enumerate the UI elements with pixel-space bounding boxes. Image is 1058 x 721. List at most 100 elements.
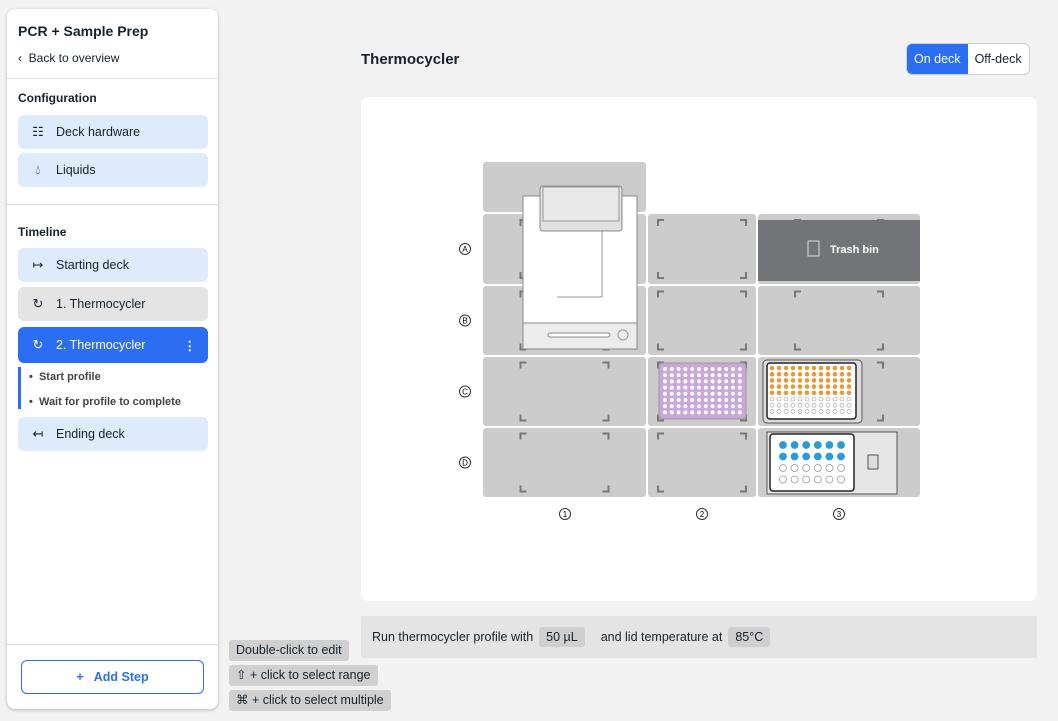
- well: [783, 365, 789, 371]
- well: [731, 385, 735, 390]
- slot-corner-marks: [657, 361, 747, 422]
- sidebar: PCR + Sample Prep ‹ Back to overview Con…: [7, 9, 218, 709]
- well: [697, 379, 701, 384]
- tube-well: [802, 475, 811, 484]
- on-deck-toggle[interactable]: On deck: [907, 44, 968, 74]
- well: [832, 371, 838, 377]
- tube-well: [779, 452, 787, 461]
- row-label-circle: [459, 385, 471, 398]
- substep-item[interactable]: • Wait for profile to complete: [29, 396, 181, 408]
- well: [832, 365, 838, 371]
- row-label-circle: [459, 456, 471, 469]
- timeline-item-thermocycler-1[interactable]: ↻ 1. Thermocycler: [18, 287, 208, 321]
- tube-well: [837, 464, 845, 472]
- well: [669, 391, 674, 396]
- well: [724, 373, 729, 378]
- back-to-overview-link[interactable]: ‹ Back to overview: [18, 51, 120, 65]
- well: [683, 373, 688, 378]
- well: [703, 367, 708, 371]
- configuration-heading: Configuration: [18, 91, 97, 105]
- tube-well: [779, 475, 787, 484]
- well: [724, 391, 729, 396]
- deck-hardware-button[interactable]: ☷ Deck hardware: [18, 115, 208, 149]
- well: [697, 404, 701, 409]
- liquids-button[interactable]: 💧︎ Liquids: [18, 153, 208, 187]
- deck-map: A B C D 1 2 3 Trash bin: [459, 162, 920, 520]
- column-label: 3: [837, 510, 842, 519]
- well: [724, 398, 729, 402]
- well: [783, 384, 789, 389]
- tube-well: [790, 464, 799, 472]
- timeline-item-thermocycler-2[interactable]: ↻ 2. Thermocycler ⋮: [18, 327, 208, 363]
- well: [797, 390, 803, 396]
- arrow-left-bar-icon: ↤: [32, 426, 44, 441]
- off-deck-toggle[interactable]: Off-deck: [974, 52, 1022, 66]
- well: [769, 396, 775, 402]
- well: [832, 409, 838, 414]
- well: [797, 409, 803, 414]
- well-plate-purple: [658, 362, 747, 420]
- well: [783, 390, 789, 396]
- column-label: 2: [700, 510, 705, 519]
- tube-well: [802, 452, 811, 461]
- well: [769, 390, 775, 396]
- well: [710, 373, 715, 378]
- more-options-icon[interactable]: ⋮: [183, 338, 197, 353]
- well: [676, 391, 681, 396]
- row-label: B: [462, 317, 467, 326]
- well: [703, 404, 708, 409]
- well: [818, 378, 824, 383]
- column-label-circle: [833, 508, 845, 520]
- well: [790, 378, 796, 383]
- deck-view-toggle: On deck Off-deck: [906, 43, 1030, 75]
- well: [717, 379, 722, 384]
- well: [818, 390, 824, 396]
- well: [669, 379, 674, 384]
- well: [769, 378, 775, 383]
- well: [790, 402, 796, 408]
- well: [717, 391, 722, 396]
- well: [663, 379, 667, 384]
- well: [804, 409, 810, 414]
- well: [690, 373, 695, 378]
- well: [731, 379, 735, 384]
- add-step-button[interactable]: + Add Step: [21, 660, 204, 694]
- well: [731, 367, 735, 371]
- well: [769, 402, 775, 408]
- well: [737, 385, 742, 390]
- well: [811, 384, 817, 389]
- well: [731, 373, 735, 378]
- protocol-title: PCR + Sample Prep: [18, 23, 149, 39]
- row-label: C: [462, 388, 468, 397]
- well: [783, 402, 789, 408]
- well: [683, 385, 688, 390]
- substep-item[interactable]: • Start profile: [29, 371, 101, 383]
- well: [839, 378, 845, 383]
- cycle-icon: ↻: [32, 296, 44, 311]
- well: [797, 365, 803, 371]
- well: [676, 385, 681, 390]
- well: [790, 390, 796, 396]
- well: [737, 367, 742, 371]
- well: [783, 371, 789, 377]
- slot-corner-marks: [794, 290, 884, 351]
- well: [703, 398, 708, 402]
- well: [832, 378, 838, 383]
- well: [783, 396, 789, 402]
- well: [683, 391, 688, 396]
- well: [737, 398, 742, 402]
- well: [690, 367, 695, 371]
- well: [663, 367, 667, 371]
- well: [832, 384, 838, 389]
- well: [846, 371, 852, 377]
- well: [839, 365, 845, 371]
- well: [846, 384, 852, 389]
- well: [703, 410, 708, 415]
- well: [710, 398, 715, 402]
- timeline-item-ending-deck[interactable]: ↤ Ending deck: [18, 417, 208, 451]
- well: [776, 384, 782, 389]
- well: [683, 404, 688, 409]
- well: [731, 404, 735, 409]
- timeline-item-starting-deck[interactable]: ↦ Starting deck: [18, 248, 208, 282]
- tube-well: [790, 441, 799, 449]
